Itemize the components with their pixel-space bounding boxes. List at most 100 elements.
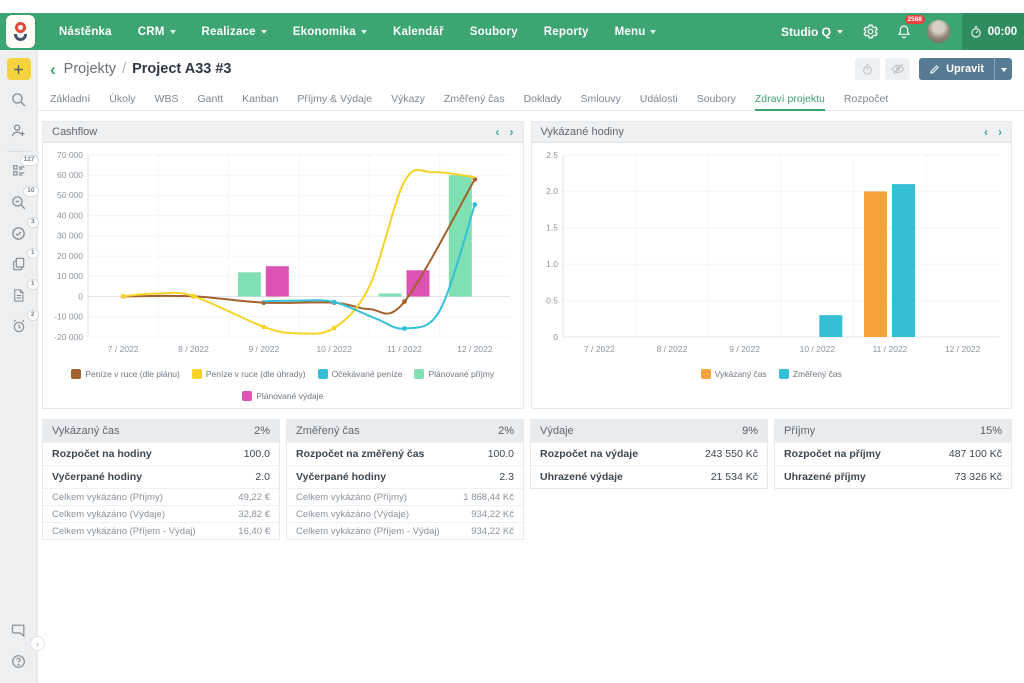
notifications-bell-icon[interactable]: 2588 [891,19,917,45]
track-time-button[interactable] [855,58,880,80]
prev-arrow-icon[interactable]: ‹ [496,126,500,138]
nav-item-ekonomika[interactable]: Ekonomika [280,13,380,50]
chat-icon [10,622,27,639]
tab-smlouvy[interactable]: Smlouvy [581,88,621,111]
nav-item-label: CRM [138,26,165,38]
workspace-selector[interactable]: Studio Q [781,25,843,39]
sidebar-documents-button[interactable]: 1 [6,252,32,276]
svg-text:0: 0 [553,332,558,342]
prev-arrow-icon[interactable]: ‹ [984,126,988,138]
tab-zakladni[interactable]: Základní [50,88,90,111]
nav-item-kalendar[interactable]: Kalendář [380,13,457,50]
tab-soubory[interactable]: Soubory [697,88,736,111]
tab-prijmy-vydaje[interactable]: Příjmy & Výdaje [297,88,372,111]
card-row: Rozpočet na výdaje243 550 Kč [531,442,767,465]
sidebar-document-note-button[interactable]: 1 [6,283,32,307]
settings-gear-icon[interactable] [857,19,883,45]
card-vykazany-cas: Vykázaný čas2%Rozpočet na hodiny100.0Vyč… [42,419,280,540]
tab-zdravi-projektu[interactable]: Zdraví projektu [755,88,825,111]
tab-wbs[interactable]: WBS [155,88,179,111]
sidebar-chat-button[interactable] [6,618,32,642]
next-arrow-icon[interactable]: › [510,126,514,138]
user-avatar[interactable] [927,20,950,43]
card-title: Vykázaný čas [52,425,119,437]
sidebar-divider [7,151,31,152]
card-row-label: Uhrazené výdaje [540,471,623,483]
nav-item-label: Soubory [470,26,518,38]
tab-doklady[interactable]: Doklady [524,88,562,111]
next-arrow-icon[interactable]: › [998,126,1002,138]
legend-item[interactable]: Peníze v ruce (dle úhrady) [192,369,306,379]
sidebar-count-badge: 1 [27,279,39,290]
svg-text:50 000: 50 000 [57,190,83,200]
legend-item[interactable]: Vykázaný čas [701,369,767,379]
legend-swatch [242,391,252,401]
sidebar-alarm-button[interactable]: 2 [6,314,32,338]
card-row: Celkem vykázáno (Příjem - Výdaj)934,22 K… [287,522,523,539]
unwatch-eye-off-button[interactable] [885,58,910,80]
chevron-down-icon [650,30,656,34]
nav-item-realizace[interactable]: Realizace [189,13,280,50]
svg-text:8 / 2022: 8 / 2022 [178,344,209,354]
breadcrumb-section[interactable]: Projekty [64,61,116,77]
svg-text:12 / 2022: 12 / 2022 [944,344,980,354]
sidebar-count-badge: 1 [27,248,39,259]
svg-text:8 / 2022: 8 / 2022 [656,344,687,354]
tab-vykazy[interactable]: Výkazy [391,88,425,111]
sidebar-add-person-button[interactable] [6,118,32,142]
nav-item-label: Reporty [544,26,589,38]
sidebar-search-requests-button[interactable]: 10 [6,190,32,214]
sidebar-plus-button[interactable] [7,58,31,80]
back-chevron-icon[interactable]: ‹ [50,61,56,78]
pencil-icon [929,64,940,75]
nav-item-crm[interactable]: CRM [125,13,189,50]
legend-item[interactable]: Plánované výdaje [242,391,323,401]
legend-item[interactable]: Očekávané peníze [318,369,403,379]
tab-ukoly[interactable]: Úkoly [109,88,135,111]
card-percent-badge: 15% [980,425,1002,437]
card-row-label: Celkem vykázáno (Výdaje) [296,509,409,520]
card-header: Výdaje9% [531,420,767,442]
legend-item[interactable]: Peníze v ruce (dle plánu) [71,369,180,379]
nav-item-label: Nástěnka [59,26,112,38]
sidebar-expand-button[interactable]: › [30,636,45,651]
nav-item-menu[interactable]: Menu [602,13,670,50]
app-logo[interactable] [6,15,35,48]
sidebar-approvals-clock-button[interactable]: 3 [6,221,32,245]
card-row-label: Vyčerpané hodiny [296,471,386,483]
card-row-label: Celkem vykázáno (Výdaje) [52,509,165,520]
legend-item[interactable]: Změřený čas [779,369,842,379]
cashflow-chart: 70 00060 00050 00040 00030 00020 00010 0… [44,147,520,363]
svg-text:20 000: 20 000 [57,251,83,261]
card-row-label: Vyčerpané hodiny [52,471,142,483]
legend-swatch [71,369,81,379]
nav-item-reporty[interactable]: Reporty [531,13,602,50]
svg-text:60 000: 60 000 [57,170,83,180]
chevron-down-icon [837,30,843,34]
svg-text:10 000: 10 000 [57,271,83,281]
alarm-icon [11,318,27,334]
tab-rozpocet[interactable]: Rozpočet [844,88,888,111]
edit-dropdown-button[interactable] [994,58,1012,80]
sidebar-footer [6,611,32,673]
tab-zmereny-cas[interactable]: Změřený čas [444,88,505,111]
card-zmereny-cas: Změřený čas2%Rozpočet na změřený čas100.… [286,419,524,540]
card-row: Celkem vykázáno (Příjmy)49,22 € [43,488,279,505]
sidebar-help-button[interactable] [6,649,32,673]
nav-item-soubory[interactable]: Soubory [457,13,531,50]
sidebar-tasks-list-button[interactable]: 127 [6,159,32,183]
hours-chart: 2.52.01.51.00.507 / 20228 / 20229 / 2022… [533,147,1009,363]
tab-kanban[interactable]: Kanban [242,88,278,111]
card-percent-badge: 2% [254,425,270,437]
card-row: Uhrazené výdaje21 534 Kč [531,465,767,488]
timer-button[interactable]: 00:00 [962,13,1024,50]
nav-item-nastenka[interactable]: Nástěnka [46,13,125,50]
tab-gantt[interactable]: Gantt [197,88,223,111]
tab-udalosti[interactable]: Události [640,88,678,111]
edit-split-button: Upravit [919,58,1012,80]
legend-item[interactable]: Plánované příjmy [414,369,494,379]
edit-button-label: Upravit [946,63,984,75]
edit-button[interactable]: Upravit [919,58,994,80]
sidebar-search-button[interactable] [6,87,32,111]
sidebar-count-badge: 2 [27,310,39,321]
